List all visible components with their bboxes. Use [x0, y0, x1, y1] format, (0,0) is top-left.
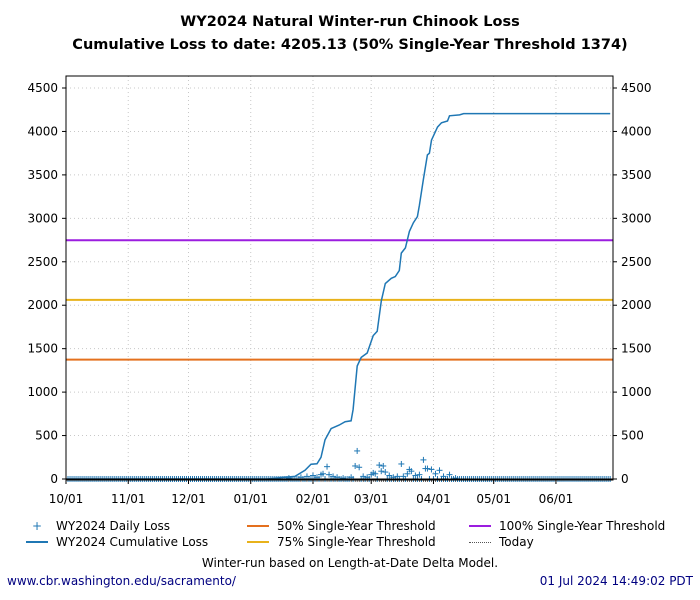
y-tick-label-right: 3500 — [621, 168, 652, 182]
x-tick-label: 01/01 — [233, 492, 268, 506]
x-tick-label: 02/01 — [296, 492, 331, 506]
timestamp: 01 Jul 2024 14:49:02 PDT — [539, 574, 693, 588]
line-swatch — [469, 525, 491, 527]
daily-loss-point — [380, 462, 387, 469]
plus-marker-icon: + — [31, 519, 43, 533]
y-tick-label: 1000 — [27, 385, 58, 399]
line-swatch — [247, 525, 269, 527]
daily-loss-point — [420, 456, 427, 463]
daily-loss-point — [324, 463, 331, 470]
y-tick-label: 500 — [35, 429, 58, 443]
plot-frame — [65, 75, 614, 481]
y-tick-label: 0 — [50, 472, 58, 486]
y-tick-label-right: 1500 — [621, 342, 652, 356]
legend-100-threshold: 100% Single-Year Threshold — [469, 519, 665, 533]
daily-loss-point — [352, 462, 359, 469]
y-tick-label: 4500 — [27, 81, 58, 95]
daily-loss-point — [354, 447, 361, 454]
y-tick-label-right: 3000 — [621, 211, 652, 225]
daily-loss-point — [398, 460, 405, 467]
chart-plot: 0 0 500 500 1000 1000 1500 1500 2000 2000 2500 2500… — [27, 75, 652, 506]
y-tick-label-right: 1000 — [621, 385, 652, 399]
line-swatch — [26, 541, 48, 543]
legend-cumulative-loss: WY2024 Cumulative Loss — [26, 535, 208, 549]
y-tick-label-right: 2000 — [621, 298, 652, 312]
legend-label: WY2024 Cumulative Loss — [56, 535, 209, 549]
chart-subtitle: Cumulative Loss to date: 4205.13 (50% Si… — [72, 37, 628, 53]
y-tick-label: 2500 — [27, 255, 58, 269]
line-swatch — [247, 541, 269, 543]
daily-loss-point — [446, 471, 453, 478]
y-tick-label: 2000 — [27, 298, 58, 312]
legend-label: 50% Single-Year Threshold — [277, 519, 436, 533]
legend-label: WY2024 Daily Loss — [56, 519, 171, 533]
x-tick-label: 03/01 — [354, 492, 389, 506]
y-tick-label-right: 4000 — [621, 124, 652, 138]
daily-loss-point — [382, 469, 389, 476]
daily-loss-point — [416, 471, 423, 478]
legend-daily-loss: + WY2024 Daily Loss — [26, 519, 170, 533]
y-tick-label-right: 2500 — [621, 255, 652, 269]
daily-loss-point — [376, 462, 383, 469]
daily-loss-point — [378, 468, 385, 475]
y-tick-label: 3000 — [27, 211, 58, 225]
daily-loss-point — [320, 470, 327, 477]
daily-loss-point — [432, 470, 439, 477]
x-tick-label: 10/01 — [49, 492, 84, 506]
daily-loss-point — [404, 470, 411, 477]
y-tick-label: 1500 — [27, 342, 58, 356]
y-tick-label: 3500 — [27, 168, 58, 182]
x-tick-label: 11/01 — [111, 492, 146, 506]
line-swatch — [469, 541, 491, 543]
daily-loss-point — [309, 472, 316, 479]
legend-75-threshold: 75% Single-Year Threshold — [247, 535, 436, 549]
daily-loss-point — [412, 472, 419, 479]
x-tick-label: 06/01 — [539, 492, 574, 506]
y-tick-label-right: 500 — [621, 429, 644, 443]
daily-loss-point — [386, 472, 393, 479]
chart-title: WY2024 Natural Winter-run Chinook Loss — [180, 14, 520, 30]
y-tick-label: 4000 — [27, 124, 58, 138]
daily-loss-point — [372, 470, 379, 477]
cumulative-loss-line — [66, 112, 611, 480]
daily-loss-point — [436, 467, 443, 474]
legend-label: 75% Single-Year Threshold — [277, 535, 436, 549]
daily-loss-point — [408, 468, 415, 475]
x-tick-label: 04/01 — [416, 492, 451, 506]
y-tick-label-right: 0 — [621, 472, 629, 486]
y-tick-label-right: 4500 — [621, 81, 652, 95]
daily-loss-point — [428, 466, 435, 473]
source-link[interactable]: www.cbr.washington.edu/sacramento/ — [7, 574, 236, 588]
legend-today: Today — [469, 535, 534, 549]
legend-label: 100% Single-Year Threshold — [499, 519, 666, 533]
daily-loss-point — [326, 471, 333, 478]
legend-50-threshold: 50% Single-Year Threshold — [247, 519, 436, 533]
x-tick-label: 05/01 — [476, 492, 511, 506]
daily-loss-point — [356, 464, 363, 471]
x-tick-label: 12/01 — [171, 492, 206, 506]
daily-loss-point — [424, 465, 431, 472]
legend-label: Today — [499, 535, 534, 549]
model-note: Winter-run based on Length-at-Date Delta… — [201, 556, 499, 570]
